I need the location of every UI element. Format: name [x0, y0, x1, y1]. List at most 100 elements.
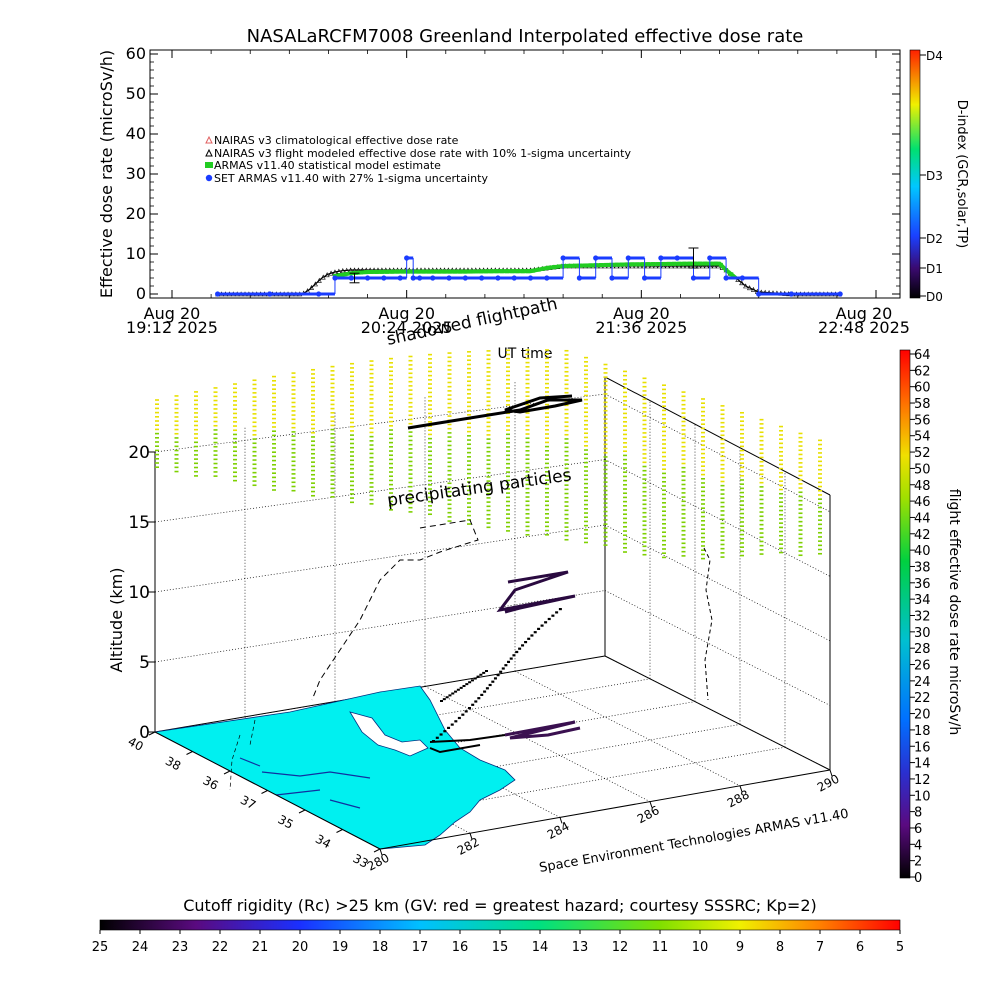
nairas-flight-point [739, 280, 745, 286]
ascent-point [470, 679, 474, 682]
armas-model-point [614, 262, 619, 267]
latitude-tick-label: 37 [238, 793, 258, 813]
d-index-tick-label: D1 [926, 262, 943, 276]
y-tick-label: 50 [126, 84, 146, 103]
armas-model-point [624, 262, 629, 267]
ascent-point [454, 690, 458, 693]
dose-colorbar-tick-label: 26 [914, 659, 931, 674]
x-tick-date: Aug 20 [378, 304, 435, 323]
ascent-point [537, 627, 541, 630]
d-index-tick-label: D3 [926, 169, 943, 183]
ascent-point [482, 671, 486, 674]
rc-tick-label: 6 [856, 940, 864, 955]
rc-tick-label: 18 [372, 940, 389, 955]
dose-colorbar-tick-label: 50 [914, 462, 931, 477]
cutoff-rigidity-colorbar: Cutoff rigidity (Rc) >25 km (GV: red = g… [92, 896, 904, 955]
ascent-point [512, 654, 516, 657]
legend-marker [205, 148, 213, 157]
ascent-point [515, 650, 519, 654]
armas-model-point [656, 262, 661, 267]
armas-model-point [400, 269, 405, 274]
flight-segment-purple-low [504, 720, 581, 740]
rc-tick-label: 9 [736, 940, 744, 955]
ascent-point [442, 698, 446, 701]
armas-model-point [531, 268, 536, 273]
dose-colorbar-tick-label: 58 [914, 397, 931, 412]
ascent-point [524, 641, 528, 644]
armas-model-point [729, 272, 734, 277]
nairas-flight-point [320, 274, 326, 280]
d-index-tick-label: D2 [926, 232, 943, 246]
nairas-flight-point [711, 263, 717, 269]
armas-model-point [666, 261, 671, 266]
nairas-flight-point [680, 263, 686, 269]
altitude-gridline-side [604, 524, 831, 642]
armas-model-point [718, 262, 723, 267]
d-index-colorbar [909, 49, 921, 299]
ascent-point [440, 700, 443, 702]
ascent-point [527, 637, 531, 640]
flight-segment-ground [429, 734, 506, 754]
dose-colorbar-tick-label: 34 [914, 593, 931, 608]
armas-model-point [390, 269, 395, 274]
dose-colorbar-tick-label: 10 [914, 789, 931, 804]
chart-title: NASALaRCFM7008 Greenland Interpolated ef… [247, 26, 804, 47]
y-tick-label: 10 [126, 244, 146, 263]
rc-tick-label: 24 [132, 940, 149, 955]
longitude-tick [739, 785, 743, 792]
nairas-flight-point [735, 276, 741, 282]
latitude-tick [298, 809, 306, 814]
ascent-point [432, 740, 435, 743]
ascent-point [501, 667, 505, 670]
armas-model-point [374, 269, 379, 274]
armas-model-point [510, 269, 515, 274]
armas-model-point [421, 269, 426, 274]
ascent-point [504, 664, 508, 667]
armas-model-point [468, 269, 473, 274]
armas-model-point [546, 265, 551, 270]
longitude-tick [829, 769, 833, 777]
annotation-precipitating-particles: precipitating particles [386, 465, 573, 511]
floor-gridline [514, 670, 741, 787]
armas-model-point [338, 273, 343, 278]
armas-model-point [551, 265, 556, 270]
ascent-point [555, 611, 559, 614]
rc-tick-label: 10 [692, 940, 709, 955]
d-index-tick-label: D0 [926, 290, 943, 304]
y-tick-label: 30 [126, 164, 146, 183]
x-tick-date: Aug 20 [613, 304, 670, 323]
dose-colorbar-tick-label: 12 [914, 773, 931, 788]
nairas-flight-point [696, 263, 702, 269]
armas-model-point [385, 269, 390, 274]
altitude-gridline [154, 459, 606, 523]
altitude-tick-label: 15 [128, 513, 150, 533]
armas-model-point [379, 269, 384, 274]
cutoff-rigidity-bar [99, 919, 901, 931]
ascent-dots [432, 608, 562, 743]
longitude-tick-label: 282 [455, 835, 482, 858]
ascent-point [473, 677, 477, 680]
ascent-point [443, 730, 447, 733]
armas-model-point [578, 263, 583, 268]
bay-water [349, 711, 429, 757]
rc-tick-label: 23 [172, 940, 189, 955]
ascent-point [447, 726, 451, 729]
dose-colorbar-tick-label: 20 [914, 708, 931, 723]
ascent-point [464, 710, 468, 713]
ascent-point [468, 681, 472, 684]
altitude-gridline [154, 590, 606, 663]
map-floor [153, 670, 831, 850]
armas-model-point [364, 270, 369, 275]
set-armas-point [837, 291, 843, 297]
armas-model-point [708, 261, 713, 266]
armas-model-point [473, 269, 478, 274]
armas-model-point [645, 262, 650, 267]
dose-colorbar-tick-label: 38 [914, 560, 931, 575]
cutoff-rigidity-ticks: 25 24 23 22 21 20 19 18 17 16 15 14 13 12 11 10 9 8 7 6 5 [92, 930, 904, 955]
ascent-point [507, 660, 511, 663]
y-axis-ticks: 0 10 20 30 40 50 60 [126, 44, 900, 303]
rc-tick-label: 7 [816, 940, 824, 955]
ascent-point [454, 720, 458, 723]
